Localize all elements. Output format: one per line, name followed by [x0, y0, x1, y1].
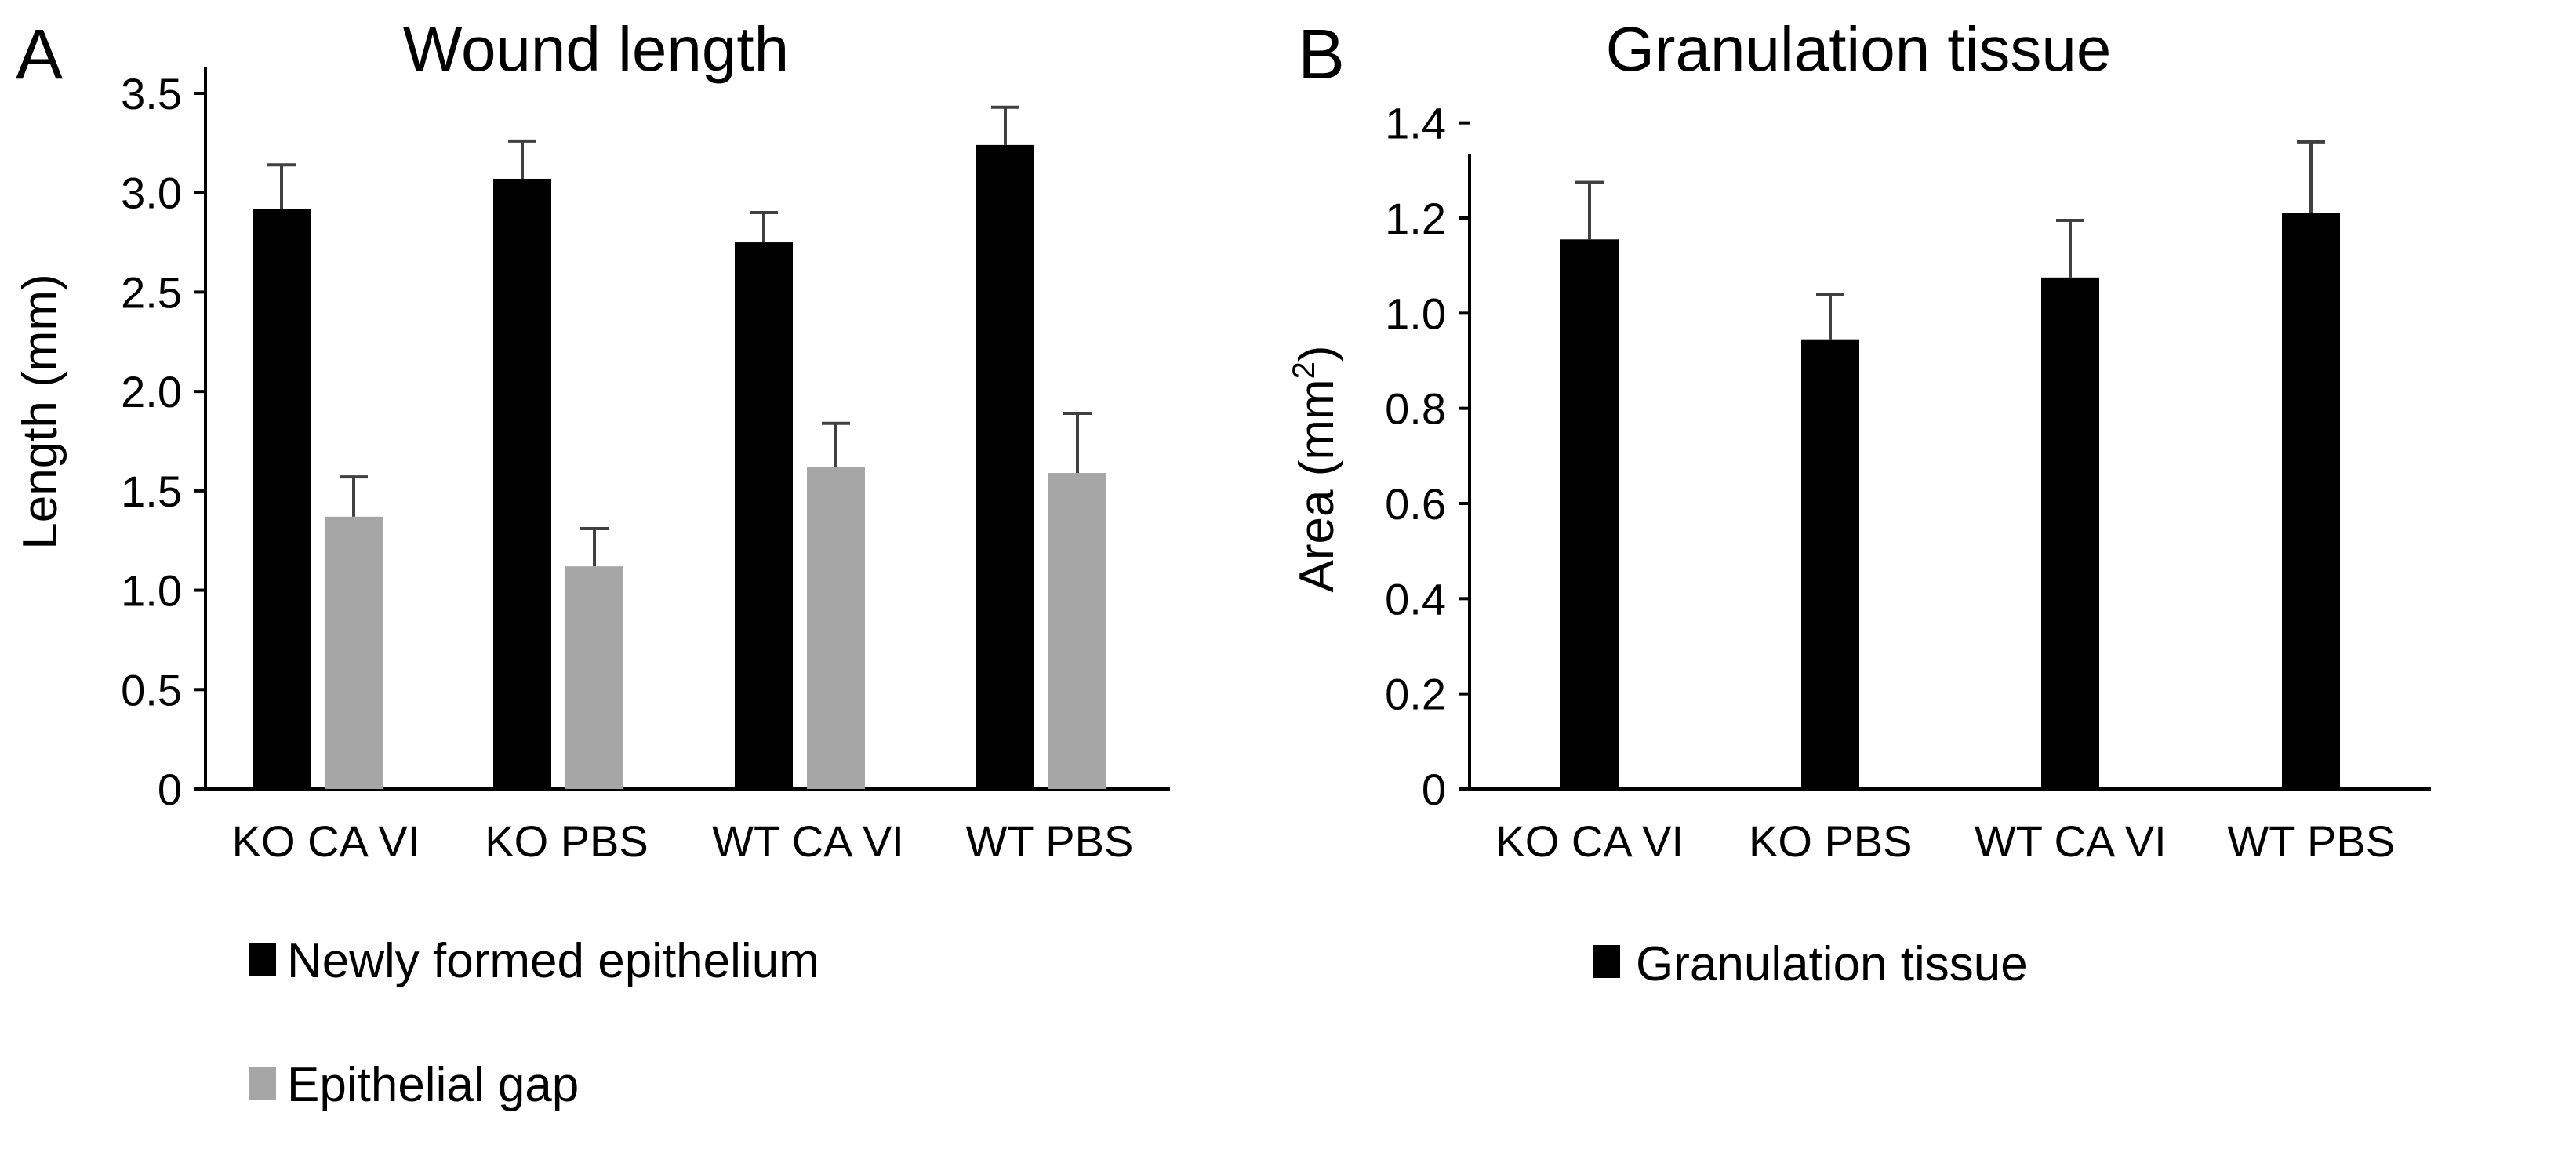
panel-a-label: A	[16, 16, 63, 94]
panel-b-ylabel-main: Area (mm	[1290, 379, 1344, 592]
y-tick-label: 0.8	[1385, 384, 1446, 434]
legend-swatch-granulation-tissue	[1593, 945, 1620, 978]
legend-swatch-newly-formed-epithelium	[249, 943, 276, 976]
bar-newly-formed-epithelium-wt-pbs	[976, 144, 1034, 790]
bar-newly-formed-epithelium-wt-ca-vi	[735, 242, 793, 790]
bar-epithelial-gap-ko-ca-vi	[325, 516, 383, 789]
bar-newly-formed-epithelium-ko-ca-vi	[253, 208, 311, 789]
panel-b-ylabel-end: )	[1290, 345, 1344, 362]
y-tick-label: 2.0	[121, 367, 182, 416]
y-tick-label: 0	[158, 765, 182, 814]
panel-a-ylabel: Length (mm)	[13, 274, 67, 549]
panel-b-ylabel-sup: 2	[1287, 362, 1321, 379]
x-tick-label: WT CA VI	[1975, 816, 2167, 866]
x-tick-label: WT PBS	[2227, 816, 2395, 866]
legend-swatch-epithelial-gap	[249, 1067, 276, 1100]
y-tick-label: 0.2	[1385, 670, 1446, 719]
x-tick-label: WT CA VI	[712, 816, 904, 866]
x-tick-label: KO CA VI	[232, 816, 420, 866]
y-tick-label: 2.5	[121, 267, 182, 317]
y-tick-label: 0	[1422, 765, 1446, 814]
panel-a: A Wound length Length (mm) 0 0.5 1.0 1.5 2.0…	[13, 14, 1170, 1112]
panel-b-title: Granulation tissue	[1606, 14, 2112, 84]
y-tick-label: 0.5	[121, 665, 182, 714]
panel-b-label: B	[1298, 16, 1345, 94]
bar-epithelial-gap-wt-ca-vi	[807, 467, 865, 789]
y-tick-label: 0.4	[1385, 574, 1446, 623]
panel-a-title: Wound length	[403, 14, 789, 84]
y-tick-label: 1.4	[1385, 99, 1446, 148]
x-tick-label: KO PBS	[1749, 816, 1913, 866]
y-tick-label: 0.6	[1385, 479, 1446, 529]
x-tick-label: KO CA VI	[1495, 816, 1684, 866]
legend-label-epithelial-gap: Epithelial gap	[287, 1058, 579, 1112]
bar-granulation-tissue-ko-pbs	[1801, 339, 1859, 789]
panel-b: B Granulation tissue Area (mm2) 0 0.2 0.4 0…	[1287, 14, 2431, 991]
y-tick-label: 1.0	[1385, 289, 1446, 338]
panel-b-ylabel: Area (mm2)	[1287, 345, 1344, 592]
bar-epithelial-gap-wt-pbs	[1048, 473, 1106, 789]
bar-granulation-tissue-wt-pbs	[2282, 213, 2340, 789]
bar-granulation-tissue-ko-ca-vi	[1560, 239, 1619, 789]
x-tick-label: KO PBS	[485, 816, 649, 866]
bar-newly-formed-epithelium-ko-pbs	[493, 178, 551, 789]
y-tick-label: 3.0	[121, 169, 182, 218]
y-tick-label: 1.5	[121, 467, 182, 516]
y-tick-label: 3.5	[121, 69, 182, 118]
x-tick-label: WT PBS	[966, 816, 1134, 866]
legend-label-newly-formed-epithelium: Newly formed epithelium	[287, 934, 819, 988]
legend-label-granulation-tissue: Granulation tissue	[1636, 937, 2028, 991]
bar-granulation-tissue-wt-ca-vi	[2041, 277, 2099, 789]
bar-epithelial-gap-ko-pbs	[565, 566, 623, 789]
y-tick-label: 1.2	[1385, 194, 1446, 243]
y-tick-label: 1.0	[121, 566, 182, 616]
